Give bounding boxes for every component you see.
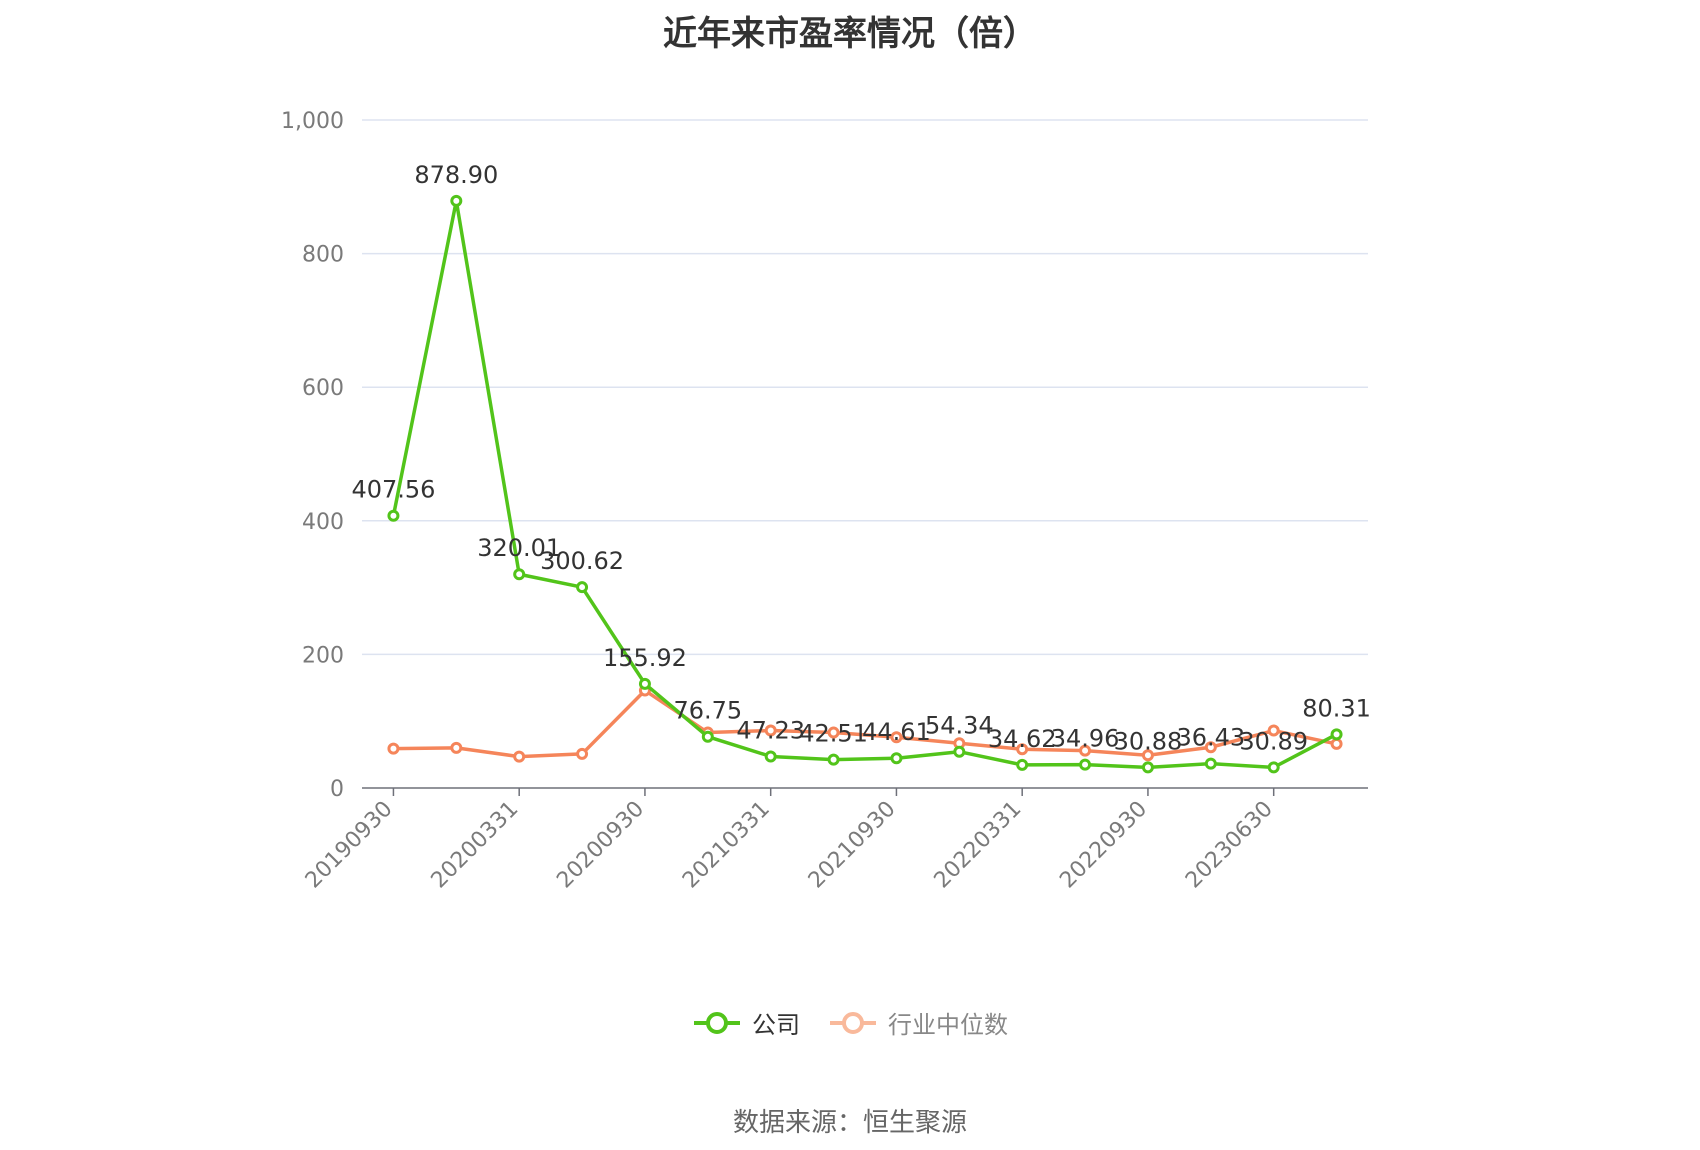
x-tick-label: 20200930 (552, 797, 649, 894)
data-label-company: 878.90 (414, 161, 498, 189)
legend: 公司 行业中位数 (0, 1005, 1700, 1040)
data-point-industry (1141, 749, 1154, 762)
data-point-industry (1079, 744, 1092, 757)
legend-company-icon (694, 1011, 740, 1034)
data-label-company: 47.23 (736, 716, 805, 744)
data-point-company (1079, 758, 1092, 771)
y-tick-label: 1,000 (281, 109, 344, 134)
data-point-company (1330, 728, 1343, 741)
data-point-company (576, 581, 589, 594)
x-tick-label: 20210930 (804, 797, 901, 894)
data-point-industry (764, 724, 777, 737)
series-line-company (391, 199, 1338, 770)
legend-label-company: 公司 (752, 1011, 800, 1039)
data-label-company: 34.62 (988, 725, 1057, 753)
data-source: 数据来源：恒生聚源 (732, 1108, 967, 1138)
data-point-company (450, 194, 463, 207)
data-label-company: 34.96 (1051, 725, 1120, 753)
data-label-company: 300.62 (540, 547, 624, 575)
data-point-company (764, 750, 777, 763)
y-tick-label: 600 (302, 376, 344, 401)
data-point-industry (1267, 724, 1280, 737)
data-point-industry (1204, 741, 1217, 754)
data-label-company: 42.51 (799, 720, 868, 748)
data-label-company: 36.43 (1176, 724, 1245, 752)
data-point-company (827, 753, 840, 766)
data-label-company: 155.92 (603, 644, 687, 672)
data-point-company (1204, 757, 1217, 770)
legend-industry-icon (830, 1011, 876, 1034)
y-tick-label: 0 (330, 777, 344, 802)
data-point-industry (1016, 743, 1029, 756)
x-tick-label: 20190930 (301, 797, 398, 894)
legend-item-industry[interactable]: 行业中位数 (828, 1005, 1008, 1040)
grid-layer (362, 119, 1368, 656)
data-label-company: 320.01 (477, 534, 561, 562)
x-tick-label: 20220331 (930, 797, 1027, 894)
data-label-company: 407.56 (351, 476, 435, 504)
series-line-industry (393, 688, 1337, 759)
x-tick-label: 20200331 (427, 797, 524, 894)
data-point-company (1016, 758, 1029, 771)
data-point-company (1141, 761, 1154, 774)
y-tick-label: 800 (302, 243, 344, 268)
data-point-company (890, 752, 903, 765)
data-point-company (701, 730, 714, 743)
series-layer (387, 194, 1343, 774)
data-point-industry (513, 750, 526, 763)
x-tick-label: 20220930 (1055, 797, 1152, 894)
y-tick-label: 400 (302, 510, 344, 535)
data-label-company: 44.61 (862, 718, 931, 746)
data-point-company (953, 745, 966, 758)
data-label-company: 30.89 (1239, 727, 1308, 755)
data-label-company: 76.75 (673, 697, 742, 725)
legend-label-industry: 行业中位数 (888, 1011, 1008, 1039)
data-label-company: 30.88 (1114, 727, 1183, 755)
data-point-company (387, 509, 400, 522)
data-point-company (513, 568, 526, 581)
data-point-industry (450, 741, 463, 754)
data-point-industry (827, 726, 840, 739)
data-label-company: 54.34 (925, 712, 994, 740)
y-tick-label: 200 (302, 643, 344, 668)
data-point-industry (1330, 737, 1343, 750)
data-label-company: 80.31 (1302, 694, 1371, 722)
data-point-company (1267, 761, 1280, 774)
x-tick-label: 20230630 (1181, 797, 1278, 894)
x-tick-label: 20210331 (678, 797, 775, 894)
data-point-industry (387, 742, 400, 755)
data-point-industry (890, 731, 903, 744)
legend-item-company[interactable]: 公司 (692, 1005, 800, 1040)
axis-layer: 0 200 400 600 800 1,000 20190930 20200331 202009… (281, 109, 1368, 893)
data-point-company (638, 677, 651, 690)
chart-title: 近年来市盈率情况（倍） (663, 14, 1037, 54)
data-point-industry (576, 747, 589, 760)
